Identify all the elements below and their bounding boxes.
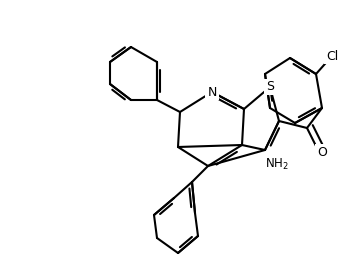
Text: NH$_2$: NH$_2$ [265,156,289,171]
Text: N: N [207,85,217,99]
Text: O: O [317,146,327,159]
Text: S: S [266,81,274,93]
Text: Cl: Cl [326,49,338,63]
